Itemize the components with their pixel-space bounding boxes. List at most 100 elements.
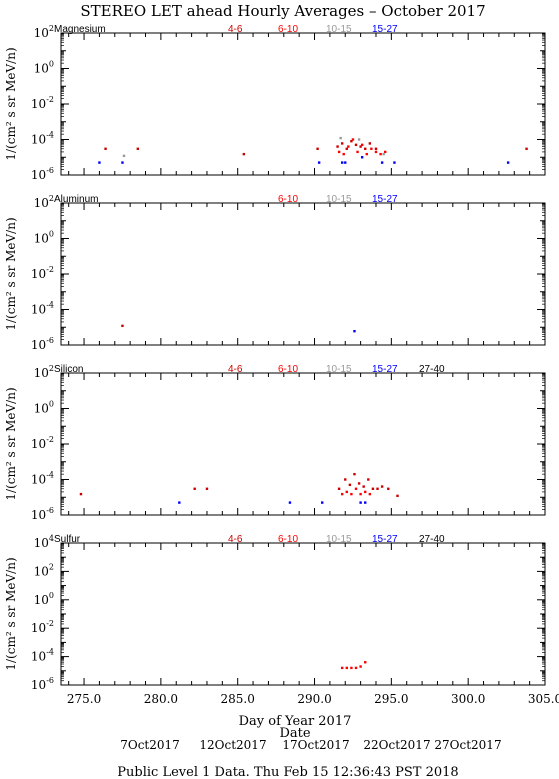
data-point [104, 147, 107, 150]
y-tick-label: 10-2 [31, 95, 54, 111]
y-tick-label: 10-6 [31, 506, 54, 522]
date-label: 17Oct2017 [282, 738, 349, 752]
data-point [121, 324, 124, 328]
data-point [344, 161, 347, 164]
legend-10-15: 10-15 [326, 24, 352, 35]
data-point [350, 666, 353, 670]
date-axis-label: Date [279, 726, 310, 741]
legend-6-10: 6-10 [278, 24, 298, 35]
chart-title: STEREO LET ahead Hourly Averages – Octob… [80, 2, 485, 20]
data-point [340, 142, 344, 145]
data-point [317, 161, 321, 164]
legend-27-40: 27-40 [419, 364, 445, 375]
data-point [382, 152, 385, 156]
data-point [371, 487, 375, 490]
data-point [342, 152, 345, 156]
data-point [356, 150, 359, 154]
data-point [242, 152, 246, 156]
data-point [380, 485, 384, 488]
y-tick-label: 10-4 [31, 131, 54, 147]
data-point [368, 492, 372, 496]
data-point [337, 150, 341, 154]
data-point [380, 161, 384, 164]
data-point [122, 154, 126, 158]
x-tick-label: 285.0 [221, 692, 255, 706]
legend-6-10: 6-10 [278, 534, 298, 545]
data-point [364, 501, 367, 504]
data-point [345, 147, 348, 150]
data-point [348, 483, 352, 487]
data-point [193, 487, 196, 490]
y-tick-label: 100 [34, 400, 54, 416]
legend-27-40: 27-40 [419, 534, 445, 545]
legend-10-15: 10-15 [326, 364, 352, 375]
x-tick-label: 300.0 [451, 692, 485, 706]
y-tick-label: 100 [34, 230, 54, 246]
panel-title: Aluminum [54, 194, 98, 205]
data-point [350, 492, 353, 496]
plot-frame [60, 202, 546, 346]
panel-sulfur: 104 102 100 10-2 10-4 10-6 Sulfur 4-6 6-10 10-15 1… [4, 534, 559, 706]
y-tick-label: 10-4 [31, 471, 54, 487]
data-point [205, 487, 209, 490]
y-tick-label: 102 [34, 364, 54, 380]
x-tick-label: 275.0 [67, 692, 101, 706]
y-axis-label: 1/(cm² s sr MeV/n) [4, 47, 18, 160]
data-point [339, 136, 342, 140]
data-point [344, 478, 347, 481]
plot-frame [60, 542, 546, 686]
x-tick-label: 295.0 [374, 692, 408, 706]
panel-magnesium: 102 100 10-2 10-4 10-6 Magnesium 4-6 6-10 10-15 1… [4, 24, 546, 182]
data-point [79, 492, 83, 496]
data-point [121, 161, 124, 164]
data-point [364, 147, 367, 150]
data-point [354, 143, 358, 147]
data-point [365, 152, 368, 156]
y-axis-label: 1/(cm² s sr MeV/n) [4, 557, 18, 670]
plot-frame [60, 372, 546, 516]
data-point [362, 485, 365, 488]
legend-4-6: 4-6 [228, 364, 243, 375]
date-label: 7Oct2017 [120, 738, 180, 752]
panel-silicon: 102 100 10-2 10-4 10-6 Silicon 4-6 6-10 10-15 15-… [4, 364, 546, 522]
data-point [359, 492, 362, 496]
y-tick-label: 10-4 [31, 301, 54, 317]
legend-6-10: 6-10 [278, 364, 298, 375]
data-point [396, 494, 399, 498]
y-tick-label: 10-4 [31, 648, 54, 664]
y-tick-label: 10-2 [31, 265, 54, 281]
y-tick-label: 100 [34, 60, 54, 76]
date-labels: 7Oct2017 12Oct2017 17Oct2017 22Oct2017 27Oct… [120, 738, 501, 752]
date-label: 22Oct2017 [363, 738, 430, 752]
legend-4-6: 4-6 [228, 534, 243, 545]
legend-10-15: 10-15 [326, 534, 352, 545]
plot-frame [60, 32, 546, 176]
data-point [360, 143, 364, 147]
legend-15-27: 15-27 [372, 24, 398, 35]
date-label: 27Oct2017 [434, 738, 501, 752]
data-point [351, 138, 355, 141]
y-tick-label: 10-6 [31, 166, 54, 182]
x-tick-label: 280.0 [144, 692, 178, 706]
data-point [374, 150, 378, 154]
data-point [347, 145, 350, 148]
y-tick-label: 10-2 [31, 435, 54, 451]
y-tick-label: 104 [34, 534, 54, 550]
data-point [288, 501, 292, 504]
date-label: 12Oct2017 [199, 738, 266, 752]
data-point [370, 147, 373, 150]
data-point [376, 487, 379, 490]
y-tick-label: 10-6 [31, 336, 54, 352]
y-tick-label: 100 [34, 591, 54, 607]
data-point [364, 661, 367, 664]
data-point [379, 152, 382, 156]
panel-title: Magnesium [54, 24, 106, 35]
data-point [336, 145, 339, 148]
data-point [98, 161, 101, 164]
x-axis-label: Day of Year 2017 [239, 714, 352, 729]
x-tick-label: 305.0 [528, 692, 559, 706]
data-point [364, 490, 367, 494]
data-point [354, 666, 358, 670]
data-point [316, 147, 319, 150]
